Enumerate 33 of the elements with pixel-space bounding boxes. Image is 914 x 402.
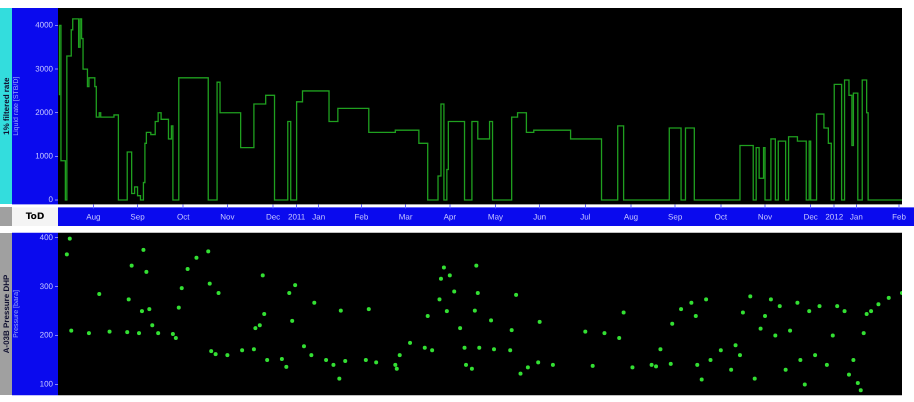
x-tick-label: Aug — [86, 212, 100, 222]
y-tick-label: 1000 — [35, 152, 54, 161]
x-tick-label: Oct — [176, 212, 190, 222]
x-tick-label: Nov — [758, 212, 772, 222]
x-tick-label: 2011 — [288, 212, 306, 222]
x-tick-label: Jan — [850, 212, 863, 222]
x-tick-label: Aug — [624, 212, 638, 222]
x-tick-label: Apr — [444, 212, 456, 222]
y-tick-label: 3000 — [35, 64, 54, 74]
x-tick-label: Dec — [266, 212, 280, 222]
x-tick-label: Mar — [398, 212, 413, 222]
x-tick-label: Feb — [892, 212, 906, 222]
text: A-03B Pressure DHP — [2, 274, 12, 354]
x-tick-label: Dec — [804, 212, 818, 222]
x-tick-label: Feb — [354, 212, 369, 222]
y-tick-label: 2000 — [35, 108, 54, 117]
y-tick-label: 100 — [40, 380, 54, 389]
x-tick-label: Jun — [533, 212, 546, 222]
x-tick-label: 2012 — [825, 212, 844, 222]
y-tick-label: 200 — [40, 330, 54, 340]
y-tick-label: 4000 — [35, 20, 54, 30]
x-tick-label: May — [488, 212, 504, 222]
x-tick-label: Sep — [130, 212, 146, 222]
y-tick-label: 0 — [48, 195, 54, 204]
x-tick-label: Jul — [580, 212, 591, 222]
x-tick-label: Nov — [220, 212, 235, 222]
y-tick-label: 400 — [40, 232, 54, 242]
x-axis-title: ToD — [26, 212, 44, 222]
x-tick-label: Jan — [312, 212, 326, 222]
y-tick-label: 300 — [40, 282, 54, 291]
text: 1% filtered rate — [2, 76, 12, 135]
x-tick-label: Oct — [714, 212, 728, 222]
x-tick-label: Sep — [668, 212, 683, 222]
